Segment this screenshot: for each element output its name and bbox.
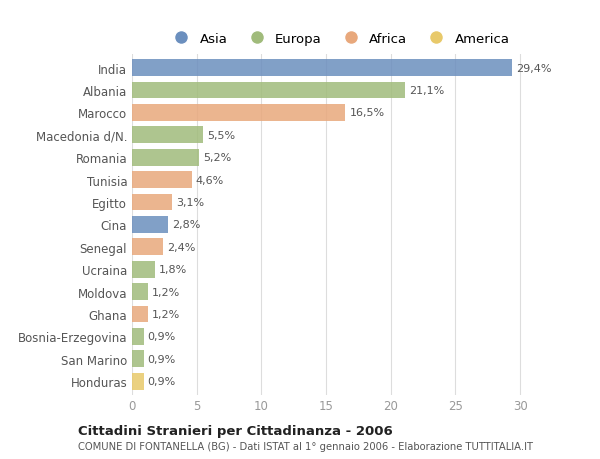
- Bar: [132, 217, 168, 233]
- Text: 1,2%: 1,2%: [151, 287, 179, 297]
- Text: 1,2%: 1,2%: [151, 309, 179, 319]
- Legend: Asia, Europa, Africa, America: Asia, Europa, Africa, America: [163, 28, 515, 51]
- Bar: [132, 60, 512, 77]
- Bar: [132, 306, 148, 323]
- Text: Cittadini Stranieri per Cittadinanza - 2006: Cittadini Stranieri per Cittadinanza - 2…: [78, 424, 393, 437]
- Bar: [132, 194, 172, 211]
- Text: COMUNE DI FONTANELLA (BG) - Dati ISTAT al 1° gennaio 2006 - Elaborazione TUTTITA: COMUNE DI FONTANELLA (BG) - Dati ISTAT a…: [78, 441, 533, 451]
- Bar: [132, 239, 163, 256]
- Text: 2,8%: 2,8%: [172, 220, 200, 230]
- Text: 2,4%: 2,4%: [167, 242, 196, 252]
- Text: 0,9%: 0,9%: [148, 354, 176, 364]
- Text: 1,8%: 1,8%: [159, 264, 187, 274]
- Text: 3,1%: 3,1%: [176, 197, 204, 207]
- Bar: [132, 351, 143, 367]
- Text: 5,5%: 5,5%: [207, 130, 235, 140]
- Text: 29,4%: 29,4%: [516, 63, 552, 73]
- Bar: [132, 373, 143, 390]
- Text: 5,2%: 5,2%: [203, 153, 232, 163]
- Bar: [132, 172, 191, 189]
- Bar: [132, 127, 203, 144]
- Bar: [132, 150, 199, 166]
- Bar: [132, 328, 143, 345]
- Text: 16,5%: 16,5%: [349, 108, 385, 118]
- Text: 0,9%: 0,9%: [148, 332, 176, 341]
- Bar: [132, 83, 405, 99]
- Text: 21,1%: 21,1%: [409, 86, 444, 96]
- Text: 4,6%: 4,6%: [196, 175, 224, 185]
- Bar: [132, 284, 148, 300]
- Bar: [132, 261, 155, 278]
- Text: 0,9%: 0,9%: [148, 376, 176, 386]
- Bar: [132, 105, 346, 122]
